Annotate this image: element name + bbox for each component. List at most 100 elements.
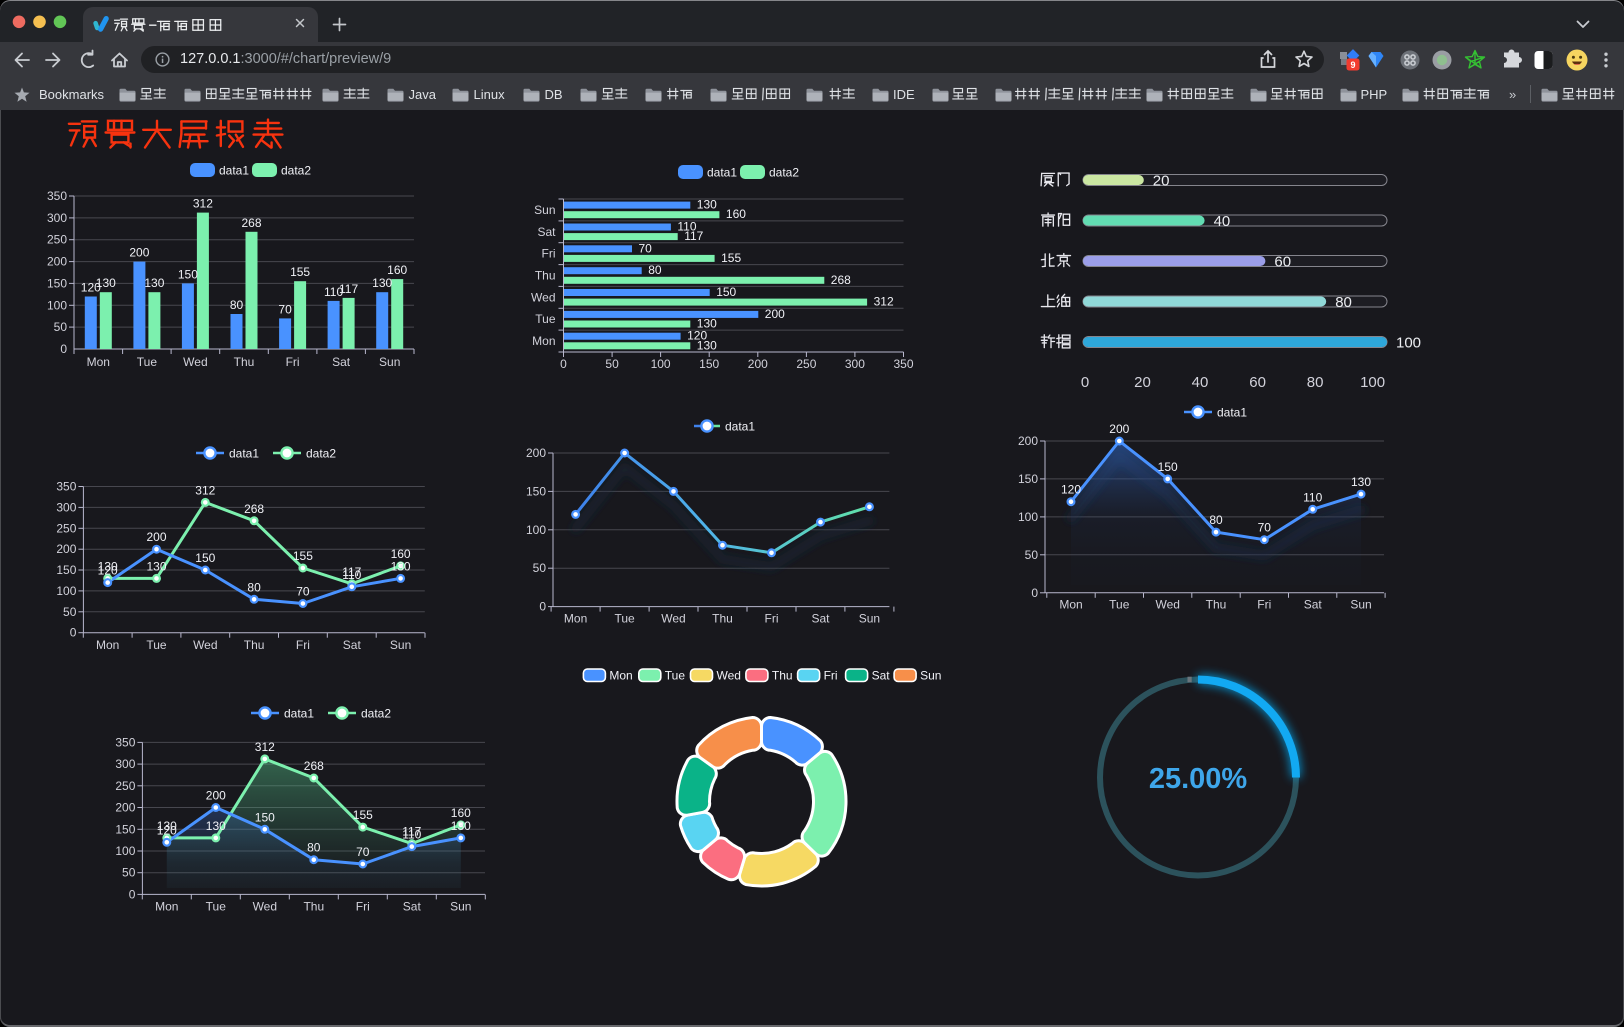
svg-text:117: 117 (402, 825, 421, 839)
svg-text:130: 130 (391, 559, 411, 573)
svg-text:155: 155 (293, 549, 313, 563)
svg-text:70: 70 (1258, 521, 1272, 535)
svg-text:160: 160 (451, 806, 471, 820)
svg-text:117: 117 (342, 565, 361, 579)
svg-text:80: 80 (1209, 513, 1223, 527)
svg-text:120: 120 (157, 823, 177, 837)
svg-text:80: 80 (648, 263, 662, 277)
svg-text:150: 150 (255, 810, 275, 824)
svg-text:250: 250 (115, 779, 135, 793)
svg-text:Sun: Sun (920, 669, 941, 683)
svg-text:70: 70 (639, 241, 653, 255)
svg-text:9: 9 (1350, 60, 1355, 70)
svg-text:Fri: Fri (824, 669, 838, 683)
svg-text:Wed: Wed (183, 355, 207, 369)
svg-text:150: 150 (115, 822, 135, 836)
svg-text:Tue: Tue (1109, 598, 1130, 612)
svg-text:Mon: Mon (609, 669, 632, 683)
svg-text:Sat: Sat (537, 225, 556, 239)
svg-text:data1: data1 (229, 447, 259, 461)
svg-text:20: 20 (1134, 374, 1151, 391)
svg-text:data2: data2 (769, 166, 799, 180)
svg-text:Fri: Fri (1257, 598, 1271, 612)
svg-text:100: 100 (1396, 335, 1421, 352)
svg-text:200: 200 (765, 307, 785, 321)
svg-text:0: 0 (1031, 586, 1038, 600)
svg-text:Thu: Thu (535, 269, 556, 283)
svg-text:350: 350 (115, 735, 135, 749)
svg-text:Fri: Fri (286, 355, 300, 369)
svg-text:250: 250 (47, 233, 67, 247)
svg-text:312: 312 (255, 740, 275, 754)
svg-text:0: 0 (129, 887, 136, 901)
svg-text:268: 268 (831, 273, 851, 287)
svg-text:100: 100 (1360, 374, 1385, 391)
svg-text:60: 60 (1249, 374, 1266, 391)
svg-text:Sat: Sat (332, 355, 351, 369)
svg-text:Sun: Sun (859, 612, 880, 626)
svg-text:200: 200 (206, 789, 226, 803)
svg-text:200: 200 (1018, 434, 1038, 448)
svg-text:130: 130 (98, 559, 118, 573)
svg-text:Fri: Fri (542, 247, 556, 261)
svg-text:Sun: Sun (534, 203, 555, 217)
svg-text:Sat: Sat (872, 669, 891, 683)
svg-text:130: 130 (697, 198, 717, 212)
svg-text:Sun: Sun (450, 900, 471, 914)
svg-text:117: 117 (684, 229, 703, 243)
svg-text:300: 300 (845, 357, 865, 371)
svg-text:130: 130 (697, 338, 717, 352)
svg-text:0: 0 (1081, 374, 1089, 391)
svg-text:0: 0 (60, 342, 67, 356)
svg-text:110: 110 (324, 285, 343, 299)
svg-text:Tue: Tue (665, 669, 686, 683)
svg-text:0: 0 (560, 357, 567, 371)
svg-text:Wed: Wed (661, 612, 685, 626)
svg-text:Wed: Wed (531, 290, 555, 304)
svg-text:80: 80 (1307, 374, 1324, 391)
svg-text:130: 130 (1351, 475, 1371, 489)
svg-text:data2: data2 (281, 164, 311, 178)
svg-text:200: 200 (1109, 422, 1129, 436)
svg-text:200: 200 (129, 246, 149, 260)
svg-text:350: 350 (893, 357, 913, 371)
svg-text:Thu: Thu (772, 669, 793, 683)
svg-text:300: 300 (115, 757, 135, 771)
svg-text:Sun: Sun (390, 638, 411, 652)
svg-text:data1: data1 (1217, 406, 1247, 420)
svg-text:100: 100 (526, 523, 546, 537)
svg-text:80: 80 (307, 841, 321, 855)
svg-text:110: 110 (1303, 490, 1322, 504)
svg-text:155: 155 (721, 251, 741, 265)
svg-text:25.00%: 25.00% (1149, 763, 1248, 795)
svg-text:70: 70 (296, 585, 310, 599)
svg-text:Sat: Sat (403, 900, 422, 914)
svg-text:data1: data1 (284, 707, 314, 721)
svg-text:312: 312 (874, 295, 894, 309)
svg-text:Thu: Thu (303, 900, 324, 914)
svg-text:0: 0 (539, 600, 546, 614)
svg-text:50: 50 (605, 357, 619, 371)
svg-text:Tue: Tue (535, 312, 556, 326)
svg-text:200: 200 (115, 801, 135, 815)
svg-text:20: 20 (1153, 173, 1170, 190)
svg-text:Thu: Thu (1206, 598, 1227, 612)
svg-text:Mon: Mon (1059, 598, 1082, 612)
svg-text:Fri: Fri (296, 638, 310, 652)
svg-text:150: 150 (699, 357, 719, 371)
svg-text:110: 110 (677, 220, 696, 234)
svg-text:data1: data1 (219, 164, 249, 178)
svg-text:Mon: Mon (532, 334, 555, 348)
svg-text:130: 130 (451, 819, 471, 833)
svg-text:0: 0 (70, 626, 77, 640)
svg-text:130: 130 (157, 819, 177, 833)
svg-text:Sat: Sat (343, 638, 362, 652)
svg-text:Mon: Mon (87, 355, 110, 369)
svg-text:200: 200 (146, 530, 166, 544)
svg-text:160: 160 (387, 263, 407, 277)
svg-text:Tue: Tue (206, 900, 227, 914)
svg-text:Wed: Wed (253, 900, 277, 914)
svg-text:data1: data1 (725, 420, 755, 434)
svg-text:200: 200 (47, 255, 67, 269)
svg-text:100: 100 (47, 298, 67, 312)
